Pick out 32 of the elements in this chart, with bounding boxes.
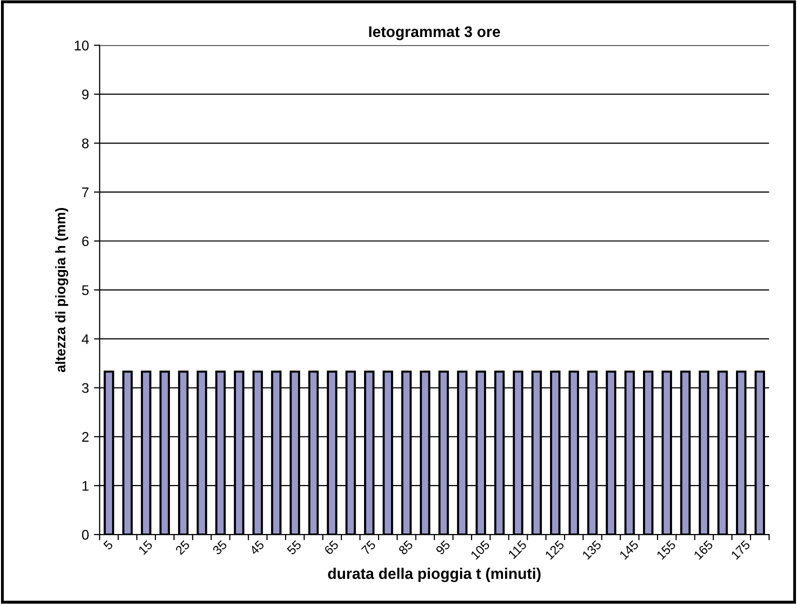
x-tick-label: 155 — [656, 540, 676, 560]
y-tick-label: 8 — [82, 138, 89, 148]
x-tick-label: 45 — [249, 540, 265, 556]
x-tick-label: 115 — [508, 540, 528, 560]
x-tick-label: 55 — [286, 540, 302, 556]
y-tick-label: 5 — [82, 285, 89, 296]
y-axis-title: altezza di pioggia h (mm) — [55, 208, 68, 372]
x-tick-label: 145 — [619, 540, 640, 560]
x-tick-label: 95 — [435, 540, 451, 556]
x-tick-label: 15 — [138, 540, 154, 555]
x-axis-title: durata della pioggia t (minuti) — [328, 568, 541, 582]
chart-title: Ietogrammat 3 ore — [369, 26, 500, 40]
y-tick-label: 3 — [82, 383, 89, 393]
x-tick-label: 175 — [730, 540, 751, 560]
x-tick-label: 165 — [693, 540, 714, 560]
x-tick-label: 125 — [544, 540, 565, 560]
y-tick-label: 2 — [82, 432, 89, 442]
y-tick-label: 9 — [82, 90, 89, 100]
x-tick-label: 25 — [174, 540, 190, 556]
x-tick-label: 75 — [361, 540, 376, 556]
x-tick-label: 105 — [470, 540, 490, 560]
y-tick-label: 6 — [82, 236, 89, 246]
x-tick-label: 65 — [324, 540, 339, 556]
y-tick-label: 10 — [74, 40, 89, 50]
y-tick-label: 4 — [82, 334, 89, 344]
x-tick-label: 35 — [212, 540, 228, 556]
x-tick-label: 135 — [582, 540, 602, 560]
x-tick-label: 85 — [398, 540, 414, 556]
y-tick-label: 0 — [82, 530, 89, 540]
y-tick-label: 1 — [82, 481, 89, 491]
y-tick-label: 7 — [82, 188, 89, 198]
x-tick-label: 5 — [103, 540, 114, 550]
